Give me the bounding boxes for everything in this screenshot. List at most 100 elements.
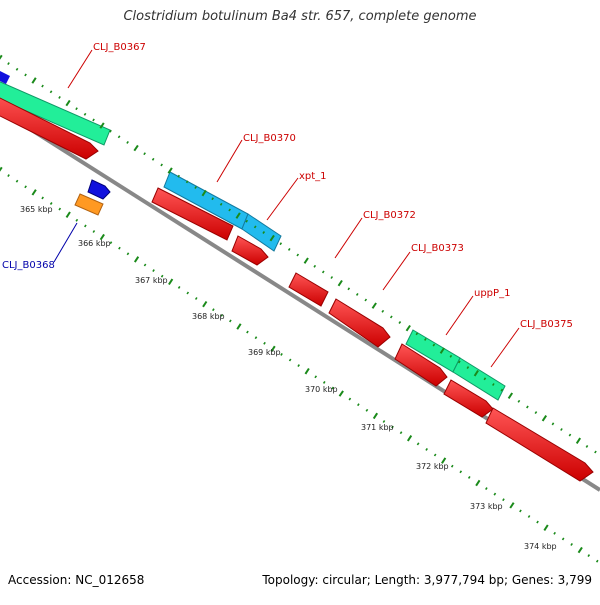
- lower-tick: [441, 457, 447, 464]
- upper-tick: [313, 264, 317, 268]
- leader-b0370: [216, 139, 243, 183]
- label-cll-b0375[interactable]: CLJ_B0375: [520, 319, 573, 330]
- gene-box-orange-b0368[interactable]: [74, 193, 104, 216]
- upper-tick: [458, 360, 461, 364]
- upper-tick: [415, 332, 419, 336]
- lower-tick: [288, 358, 292, 362]
- upper-tick: [381, 309, 385, 313]
- cds-arrow-b0375-b[interactable]: [485, 407, 594, 482]
- label-cll-b0372[interactable]: CLJ_B0372: [363, 210, 416, 221]
- upper-tick: [167, 167, 173, 174]
- cds-arrow-b0373[interactable]: [328, 298, 391, 348]
- leader-b0368: [53, 222, 78, 263]
- upper-tick: [0, 54, 3, 60]
- upper-tick: [151, 157, 155, 161]
- upper-tick: [507, 392, 514, 399]
- gene-bar-b0375-upper[interactable]: [452, 357, 506, 401]
- upper-tick: [24, 73, 27, 77]
- cds-arrow-b0370[interactable]: [151, 187, 234, 241]
- upper-tick: [347, 287, 351, 291]
- lower-tick: [65, 211, 71, 218]
- upper-tick: [517, 399, 521, 403]
- upper-tick: [262, 231, 266, 234]
- upper-tick: [321, 270, 325, 274]
- upper-gene-track: [0, 70, 506, 401]
- upper-tick: [526, 405, 529, 409]
- lower-tick: [143, 263, 147, 267]
- lower-tick: [152, 269, 155, 273]
- scale-label-368: 368 kbp: [192, 312, 225, 321]
- cds-arrow-b0367[interactable]: [0, 93, 99, 160]
- upper-tick: [303, 257, 309, 264]
- upper-tick: [126, 140, 129, 144]
- upper-tick: [201, 189, 207, 197]
- lower-tick: [75, 218, 79, 222]
- lower-tick: [99, 233, 105, 241]
- scale-labels: 365 kbp 366 kbp 367 kbp 368 kbp 369 kbp …: [20, 205, 557, 551]
- scale-label-372: 372 kbp: [416, 462, 449, 471]
- gene-arrow-blue-b0368[interactable]: [87, 179, 111, 200]
- lower-tick: [229, 319, 232, 323]
- lower-tick: [357, 403, 360, 407]
- gene-bar-offscreen-blue[interactable]: [0, 70, 10, 84]
- lower-tick: [348, 397, 352, 401]
- upper-tick: [541, 415, 548, 422]
- upper-tick: [58, 95, 61, 99]
- leader-uppp-1: [445, 295, 474, 336]
- upper-tick: [575, 437, 582, 444]
- lower-tick: [391, 425, 394, 429]
- label-cll-b0373[interactable]: CLJ_B0373: [411, 243, 464, 254]
- lower-tick: [202, 300, 208, 308]
- lower-tick-row: [0, 166, 599, 563]
- lower-tick: [177, 285, 181, 289]
- cds-arrow-b0372[interactable]: [288, 272, 329, 307]
- upper-tick: [41, 84, 44, 88]
- lower-tick: [372, 412, 379, 420]
- lower-tick: [467, 475, 471, 479]
- upper-tick: [594, 450, 597, 454]
- upper-tick: [398, 321, 402, 324]
- lower-tick: [365, 408, 369, 412]
- cds-arrow-xpt-1[interactable]: [231, 235, 269, 266]
- upper-tick: [31, 77, 37, 84]
- lower-tick: [186, 291, 190, 295]
- lower-tick: [553, 531, 556, 535]
- upper-tick: [534, 411, 538, 415]
- cds-arrow-b0375-a[interactable]: [443, 379, 494, 418]
- lower-tick: [587, 554, 591, 558]
- label-xpt-1[interactable]: xpt_1: [299, 171, 327, 182]
- scale-label-374: 374 kbp: [524, 542, 557, 551]
- lower-tick: [527, 515, 531, 518]
- gene-bar-b0367-upper[interactable]: [0, 73, 111, 146]
- upper-tick: [143, 152, 146, 156]
- leader-b0372: [334, 217, 363, 259]
- lower-tick: [263, 341, 266, 345]
- upper-tick: [75, 107, 78, 111]
- upper-tick: [473, 369, 479, 377]
- lower-tick: [246, 330, 249, 334]
- gene-bar-xpt-1-upper[interactable]: [241, 213, 282, 252]
- upper-tick: [15, 67, 19, 71]
- scale-label-373: 373 kbp: [470, 502, 503, 511]
- upper-tick: [99, 122, 105, 129]
- upper-tick: [160, 163, 163, 167]
- label-cll-b0367[interactable]: CLJ_B0367: [93, 42, 146, 53]
- accession-text: Accession: NC_012658: [8, 573, 145, 587]
- upper-tick: [585, 444, 589, 448]
- lower-tick: [212, 308, 215, 312]
- lower-tick: [416, 442, 420, 446]
- upper-tick: [279, 242, 283, 246]
- lower-tick: [0, 166, 3, 172]
- upper-tick: [568, 433, 572, 437]
- upper-tick: [92, 118, 95, 122]
- scale-label-371: 371 kbp: [361, 423, 394, 432]
- cds-arrow-uppp-1[interactable]: [394, 343, 448, 387]
- label-cll-b0368[interactable]: CLJ_B0368: [2, 260, 55, 271]
- label-uppp-1[interactable]: uppP_1: [474, 288, 510, 299]
- lower-tick: [314, 375, 318, 379]
- lower-tick: [322, 380, 326, 384]
- label-cll-b0370[interactable]: CLJ_B0370: [243, 133, 296, 144]
- lower-tick: [519, 509, 522, 513]
- label-leaders: [53, 49, 520, 368]
- upper-tick: [355, 292, 359, 296]
